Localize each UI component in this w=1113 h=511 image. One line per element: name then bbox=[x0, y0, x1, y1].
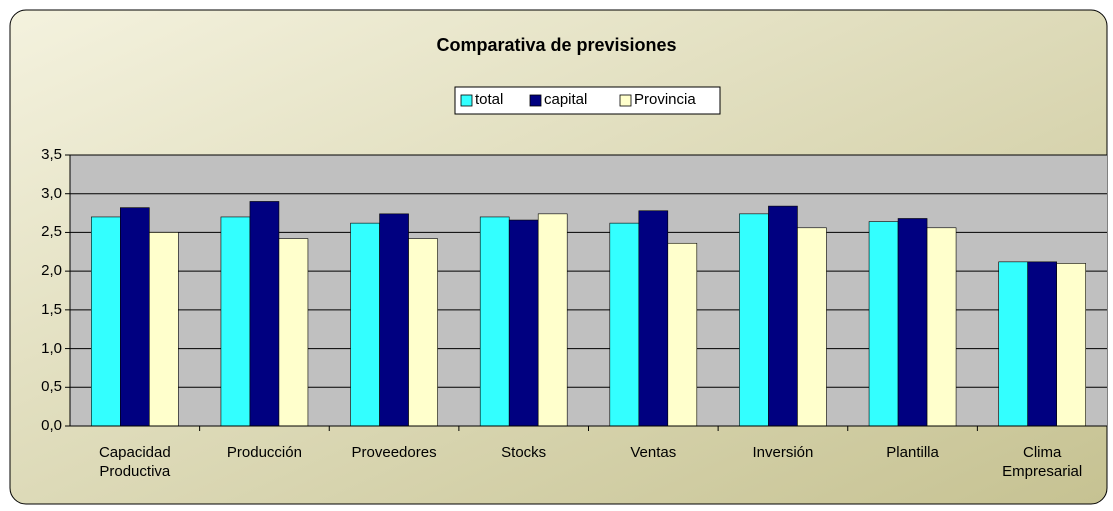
legend-label: total bbox=[475, 91, 504, 108]
bar bbox=[220, 216, 251, 427]
bar bbox=[926, 227, 957, 427]
x-tick-label: Clima Empresarial bbox=[1002, 444, 1083, 480]
y-tick-label: 2,5 bbox=[41, 223, 62, 241]
bar bbox=[1027, 261, 1057, 427]
y-tick-label: 1,0 bbox=[41, 339, 62, 357]
legend-swatch bbox=[529, 94, 542, 107]
bar bbox=[479, 216, 510, 427]
y-tick-label: 2,0 bbox=[41, 262, 62, 280]
bar bbox=[508, 219, 539, 427]
bar bbox=[739, 213, 769, 427]
bar bbox=[897, 218, 928, 427]
bar bbox=[91, 216, 121, 427]
bar bbox=[797, 227, 827, 427]
bar bbox=[609, 222, 640, 427]
bar bbox=[149, 232, 179, 427]
bar bbox=[768, 205, 798, 427]
bar bbox=[638, 210, 669, 427]
y-tick-label: 0,5 bbox=[41, 378, 62, 396]
x-tick-label: Ventas bbox=[630, 444, 677, 461]
x-tick-label: Inversión bbox=[752, 444, 814, 461]
bar bbox=[249, 201, 280, 427]
x-tick-label: Producción bbox=[226, 444, 302, 461]
y-tick-label: 3,0 bbox=[41, 184, 62, 202]
chart-title: Comparativa de previsiones bbox=[436, 35, 677, 55]
bar bbox=[379, 213, 409, 427]
bar bbox=[537, 213, 568, 427]
legend-swatch bbox=[619, 94, 632, 107]
x-tick-label: Stocks bbox=[501, 444, 547, 461]
y-tick-label: 1,5 bbox=[41, 300, 62, 318]
bar bbox=[667, 242, 698, 427]
bar bbox=[868, 221, 899, 427]
bar bbox=[120, 207, 150, 427]
bar bbox=[278, 238, 309, 427]
bar bbox=[998, 261, 1028, 427]
bar bbox=[1056, 263, 1086, 427]
y-tick-label: 3,5 bbox=[41, 146, 62, 163]
legend-swatch bbox=[460, 94, 473, 107]
legend-box bbox=[454, 86, 721, 115]
bar bbox=[408, 238, 438, 427]
legend-label: Provincia bbox=[634, 91, 696, 108]
x-tick-label: Proveedores bbox=[351, 444, 437, 461]
bar bbox=[350, 222, 380, 427]
y-tick-label: 0,0 bbox=[41, 417, 62, 434]
x-tick-label: Capacidad Productiva bbox=[98, 444, 171, 480]
legend-label: capital bbox=[544, 91, 588, 108]
x-tick-label: Plantilla bbox=[886, 444, 939, 461]
